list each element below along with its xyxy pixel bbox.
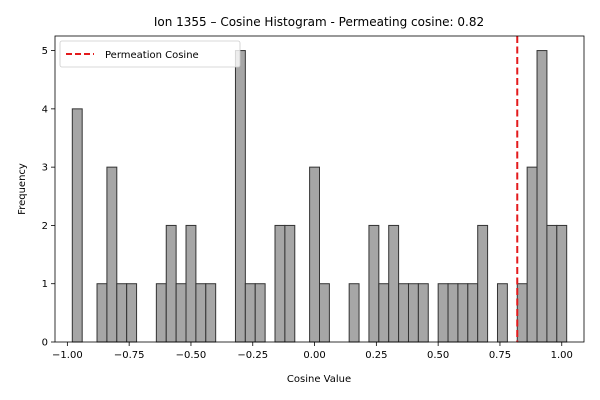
histogram-bar xyxy=(457,283,469,343)
histogram-bar xyxy=(398,283,409,343)
histogram-bar xyxy=(155,283,167,343)
histogram-bar xyxy=(254,283,266,343)
legend-label: Permeation Cosine xyxy=(105,50,199,61)
histogram-bar xyxy=(185,224,197,343)
histogram-bar xyxy=(244,283,256,343)
bars-group xyxy=(71,50,568,343)
y-tick-label: 3 xyxy=(42,163,48,174)
histogram-bar xyxy=(496,283,508,343)
y-tick-label: 1 xyxy=(42,279,48,290)
x-axis-label: Cosine Value xyxy=(287,374,351,385)
histogram-bar xyxy=(407,283,419,343)
histogram-bar xyxy=(309,166,321,343)
histogram-bar xyxy=(516,283,528,343)
histogram-bar xyxy=(106,166,118,343)
x-axis-ticks: −1.00 −0.75 −0.50 −0.25 0.00 0.25 0.50 0.75 1.00 xyxy=(52,342,573,361)
histogram-bar xyxy=(126,283,138,343)
histogram-bar xyxy=(536,50,548,343)
histogram-bar xyxy=(348,283,360,343)
legend: Permeation Cosine xyxy=(59,40,241,68)
y-tick-label: 2 xyxy=(42,221,48,232)
x-tick-label: −0.50 xyxy=(176,350,207,361)
histogram-bar xyxy=(284,224,296,343)
x-tick-label: 1.00 xyxy=(551,350,573,361)
histogram-bar xyxy=(556,224,568,343)
histogram-bar xyxy=(546,224,558,343)
histogram-bar xyxy=(195,283,207,343)
x-tick-label: 0.00 xyxy=(303,350,325,361)
histogram-bar xyxy=(447,283,459,343)
histogram-bar xyxy=(234,50,246,343)
histogram-bar xyxy=(96,283,108,343)
y-axis-ticks: 0 1 2 3 4 5 xyxy=(42,46,55,349)
histogram-bar xyxy=(378,283,390,343)
histogram-bar xyxy=(71,108,83,343)
histogram-bar xyxy=(477,224,489,343)
histogram-bar xyxy=(205,283,217,343)
x-tick-label: −0.75 xyxy=(114,350,145,361)
x-tick-label: 0.25 xyxy=(365,350,387,361)
histogram-bar xyxy=(165,224,177,343)
y-tick-label: 0 xyxy=(42,338,48,349)
chart-title: Ion 1355 – Cosine Histogram - Permeating… xyxy=(154,15,484,29)
legend-box xyxy=(59,40,241,68)
histogram-bar xyxy=(274,224,286,343)
histogram-bar xyxy=(417,283,429,343)
x-tick-label: 0.75 xyxy=(489,350,511,361)
histogram-bar xyxy=(116,283,128,343)
histogram-bar xyxy=(526,166,538,343)
histogram-bar xyxy=(467,283,479,343)
x-tick-label: −1.00 xyxy=(52,350,83,361)
x-tick-label: −0.25 xyxy=(237,350,268,361)
x-tick-label: 0.50 xyxy=(427,350,449,361)
y-tick-label: 5 xyxy=(42,46,48,57)
histogram-bar xyxy=(437,283,449,343)
y-axis-label: Frequency xyxy=(17,163,28,215)
histogram-bar xyxy=(175,283,187,343)
histogram-bar xyxy=(319,283,330,343)
histogram-bar xyxy=(368,224,380,343)
histogram-bar xyxy=(388,224,400,343)
y-tick-label: 4 xyxy=(42,104,48,115)
plot-frame xyxy=(54,35,585,343)
